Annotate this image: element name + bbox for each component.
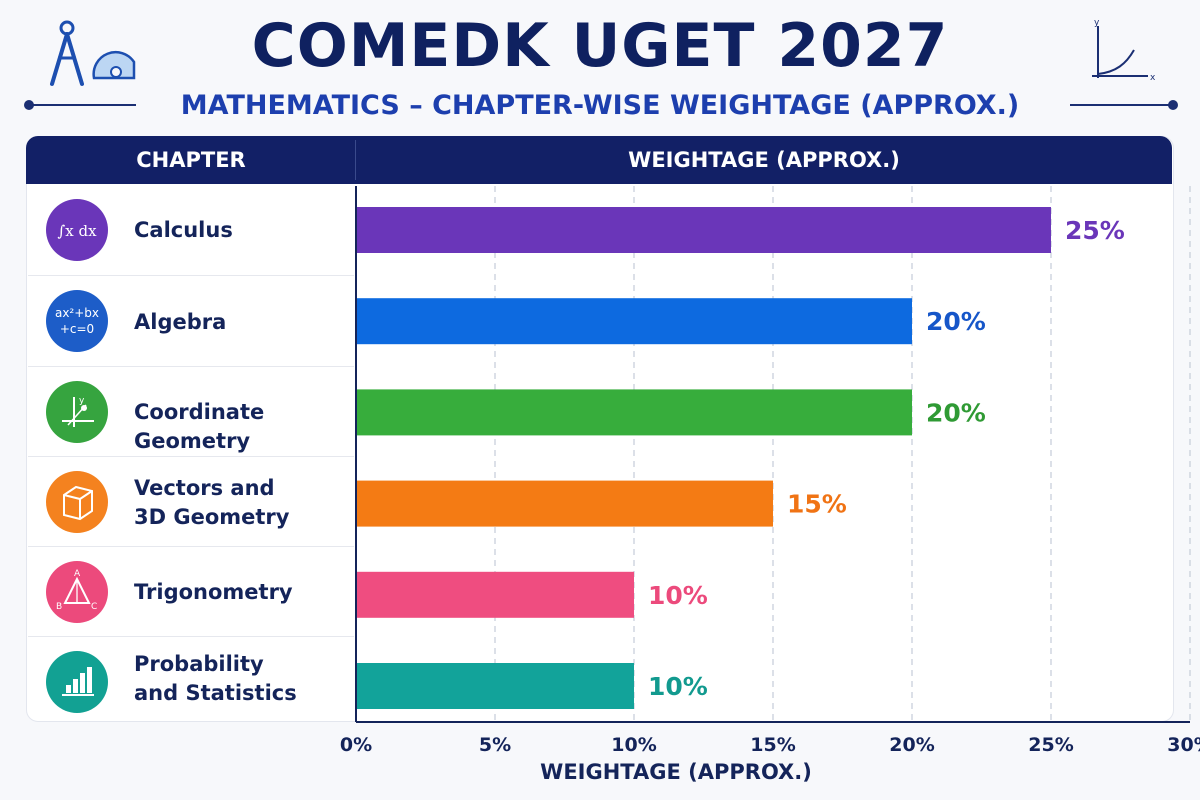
- data-label: 25%: [1065, 216, 1125, 245]
- x-tick-label: 5%: [479, 734, 511, 756]
- page-title: COMEDK UGET 2027: [251, 11, 949, 81]
- row-separator: [28, 636, 354, 637]
- data-label: 20%: [926, 398, 986, 427]
- axes-icon: y: [46, 381, 108, 443]
- data-label: 10%: [648, 581, 708, 610]
- subtitle-rule-dot-left: [24, 100, 34, 110]
- integral-icon: ∫x dx: [46, 199, 108, 261]
- graph-axes-icon: y x: [1092, 18, 1156, 83]
- chapter-column-header: CHAPTER: [136, 148, 246, 172]
- data-label: 10%: [648, 672, 708, 701]
- bar: [356, 207, 1051, 253]
- weightage-column-header: WEIGHTAGE (APPROX.): [628, 148, 900, 172]
- table-header: [26, 136, 1172, 184]
- integral-icon-text: ∫x dx: [57, 222, 97, 240]
- row-separator: [28, 456, 354, 457]
- subtitle-rule-dot-right: [1168, 100, 1178, 110]
- bar: [356, 663, 634, 709]
- header-divider: [355, 140, 356, 180]
- compass-icon: [50, 20, 84, 86]
- chapter-label-vectors-3d-geometry: Vectors and 3D Geometry: [134, 476, 290, 529]
- protractor-icon: [92, 50, 136, 80]
- row-separator: [28, 275, 354, 276]
- quadratic-equation-icon: ax²+bx +c=0: [46, 290, 108, 352]
- subtitle-rule-left: [28, 104, 136, 106]
- cube-icon: [46, 471, 108, 533]
- subtitle-rule-right: [1070, 104, 1174, 106]
- svg-text:C: C: [91, 602, 97, 612]
- chapter-label-algebra: Algebra: [134, 310, 227, 334]
- svg-text:A: A: [74, 569, 81, 579]
- bar: [356, 480, 773, 527]
- svg-text:ax²+bx: ax²+bx: [55, 306, 99, 320]
- svg-text:+c=0: +c=0: [60, 322, 94, 336]
- triangle-icon: A B C: [46, 561, 108, 623]
- row-separator: [28, 546, 354, 547]
- x-axis-label: WEIGHTAGE (APPROX.): [540, 760, 812, 784]
- svg-text:x: x: [1150, 73, 1156, 83]
- chapter-label-probability-statistics: Probability and Statistics: [134, 652, 297, 705]
- bar: [356, 571, 634, 618]
- bar-chart-icon: [46, 651, 108, 713]
- chapter-label-calculus: Calculus: [134, 218, 233, 242]
- chapter-label-trigonometry: Trigonometry: [134, 580, 293, 604]
- data-label: 20%: [926, 307, 986, 336]
- x-tick-label: 30%: [1167, 734, 1200, 756]
- bar: [356, 389, 912, 436]
- svg-text:y: y: [79, 396, 85, 406]
- chapter-label-coordinate-geometry: Coordinate Geometry: [134, 400, 265, 453]
- bar: [356, 298, 912, 345]
- x-tick-label: 0%: [340, 734, 372, 756]
- x-tick-label: 25%: [1028, 734, 1073, 756]
- data-label: 15%: [787, 490, 847, 519]
- svg-text:y: y: [1094, 18, 1100, 28]
- svg-text:B: B: [56, 602, 62, 612]
- row-separator: [28, 366, 354, 367]
- x-tick-label: 20%: [889, 734, 934, 756]
- page-subtitle: MATHEMATICS – CHAPTER-WISE WEIGHTAGE (AP…: [180, 90, 1020, 121]
- x-tick-label: 15%: [750, 734, 795, 756]
- x-tick-label: 10%: [611, 734, 656, 756]
